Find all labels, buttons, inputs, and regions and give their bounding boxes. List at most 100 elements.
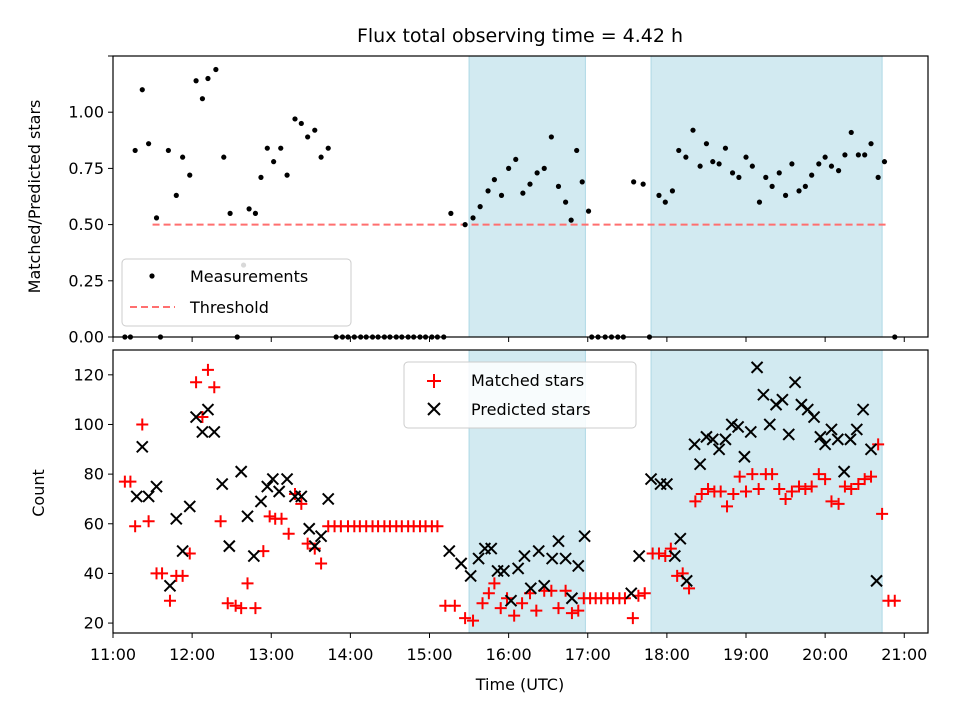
predicted-star-point — [196, 425, 209, 439]
matched-star-point — [156, 567, 169, 580]
measurement-point — [802, 183, 808, 189]
bottom-ytick-label: 60 — [84, 514, 104, 533]
bottom-ytick-label: 100 — [73, 415, 104, 434]
matched-star-point — [793, 480, 806, 493]
matched-star-point — [129, 520, 142, 533]
top-ytick-label: 0.00 — [68, 328, 104, 347]
matched-star-point — [740, 485, 753, 498]
measurement-point — [848, 129, 854, 136]
measurement-point — [763, 174, 769, 180]
measurement-point — [165, 147, 171, 154]
matched-star-point — [545, 584, 558, 597]
matched-star-point — [714, 485, 727, 498]
legend-matched-marker — [427, 374, 441, 388]
predicted-star-point — [660, 477, 674, 491]
measurement-point — [312, 127, 318, 133]
predicted-star-point — [782, 428, 795, 441]
measurement-point — [710, 159, 716, 165]
matched-star-point — [819, 473, 832, 486]
matched-star-point — [812, 468, 825, 481]
measurement-point — [193, 78, 199, 84]
measurement-point — [640, 181, 646, 187]
predicted-star-point — [744, 425, 757, 439]
matched-star-point — [652, 547, 665, 560]
matched-star-point — [858, 473, 871, 486]
bottom-legend-box — [403, 361, 637, 429]
matched-star-point — [530, 604, 543, 617]
matched-star-point — [805, 480, 818, 493]
predicted-star-point — [693, 457, 707, 471]
bottom-xtick-label: 15:00 — [406, 645, 452, 664]
matched-star-point — [190, 376, 203, 389]
measurement-point — [132, 147, 138, 154]
predicted-star-point — [314, 529, 328, 543]
measurement-point — [462, 222, 468, 228]
matched-star-point — [263, 510, 276, 523]
shaded-interval-top-2 — [650, 55, 883, 338]
measurement-point — [697, 163, 703, 169]
bottom-xtick-label: 19:00 — [723, 645, 769, 664]
measurement-point — [769, 183, 775, 189]
bottom-ylabel: Count — [29, 469, 48, 517]
bottom-ytick-label: 80 — [84, 465, 104, 484]
matched-star-point — [721, 500, 734, 513]
predicted-star-point — [757, 388, 770, 401]
top-ytick-label: 1.00 — [68, 103, 104, 122]
bottom-xlabel: Time (UTC) — [475, 675, 564, 694]
matched-star-point — [852, 478, 865, 491]
predicted-star-point — [142, 490, 155, 503]
top-legend-box — [121, 258, 352, 327]
predicted-star-point — [295, 490, 308, 503]
top-legend: Measurements Threshold — [121, 258, 352, 327]
matched-star-point — [689, 495, 702, 508]
measurement-point — [749, 163, 755, 169]
predicted-star-point — [201, 403, 215, 416]
predicted-star-point — [559, 552, 572, 565]
matched-star-point — [295, 497, 308, 510]
predicted-star-point — [223, 539, 236, 553]
legend-measurements-label: Measurements — [190, 267, 308, 286]
bottom-xtick-label: 13:00 — [248, 645, 294, 664]
measurement-point — [284, 172, 290, 178]
matched-star-point — [727, 487, 740, 500]
measurement-point — [139, 87, 145, 93]
measurement-point — [153, 215, 160, 221]
measurement-point — [868, 141, 874, 147]
matched-star-point — [315, 557, 328, 570]
predicted-star-point — [247, 549, 261, 563]
matched-star-point — [552, 602, 565, 615]
measurement-point — [563, 199, 569, 205]
matched-star-point — [214, 515, 227, 528]
matched-star-point — [163, 594, 176, 607]
legend-predicted-marker — [427, 402, 441, 416]
predicted-star-point — [844, 433, 857, 446]
measurement-point — [662, 199, 668, 205]
legend-threshold-label: Threshold — [189, 298, 269, 317]
top-ytick-label: 0.50 — [68, 215, 104, 234]
predicted-star-point — [538, 579, 551, 593]
predicted-star-point — [183, 500, 196, 513]
matched-star-point — [476, 597, 489, 610]
measurement-point — [809, 172, 815, 178]
predicted-star-point — [725, 418, 738, 431]
predicted-star-point — [280, 472, 294, 486]
predicted-star-point — [731, 420, 745, 434]
matched-star-point — [638, 587, 651, 600]
predicted-star-point — [719, 433, 732, 446]
measurement-point — [796, 188, 802, 194]
measurement-point — [736, 174, 742, 180]
measurement-point — [875, 174, 881, 180]
measurement-point — [205, 75, 211, 82]
predicted-star-point — [552, 534, 565, 548]
predicted-star-point — [668, 549, 682, 563]
measurement-point — [227, 210, 233, 216]
predicted-star-point — [464, 569, 477, 583]
predicted-star-point — [807, 410, 821, 424]
predicted-star-point — [472, 552, 485, 565]
measurement-point — [548, 134, 554, 140]
predicted-star-point — [136, 440, 149, 454]
matched-star-point — [773, 483, 786, 496]
bottom-xtick-label: 21:00 — [881, 645, 927, 664]
matched-star-point — [825, 495, 838, 508]
predicted-star-point — [545, 552, 559, 565]
